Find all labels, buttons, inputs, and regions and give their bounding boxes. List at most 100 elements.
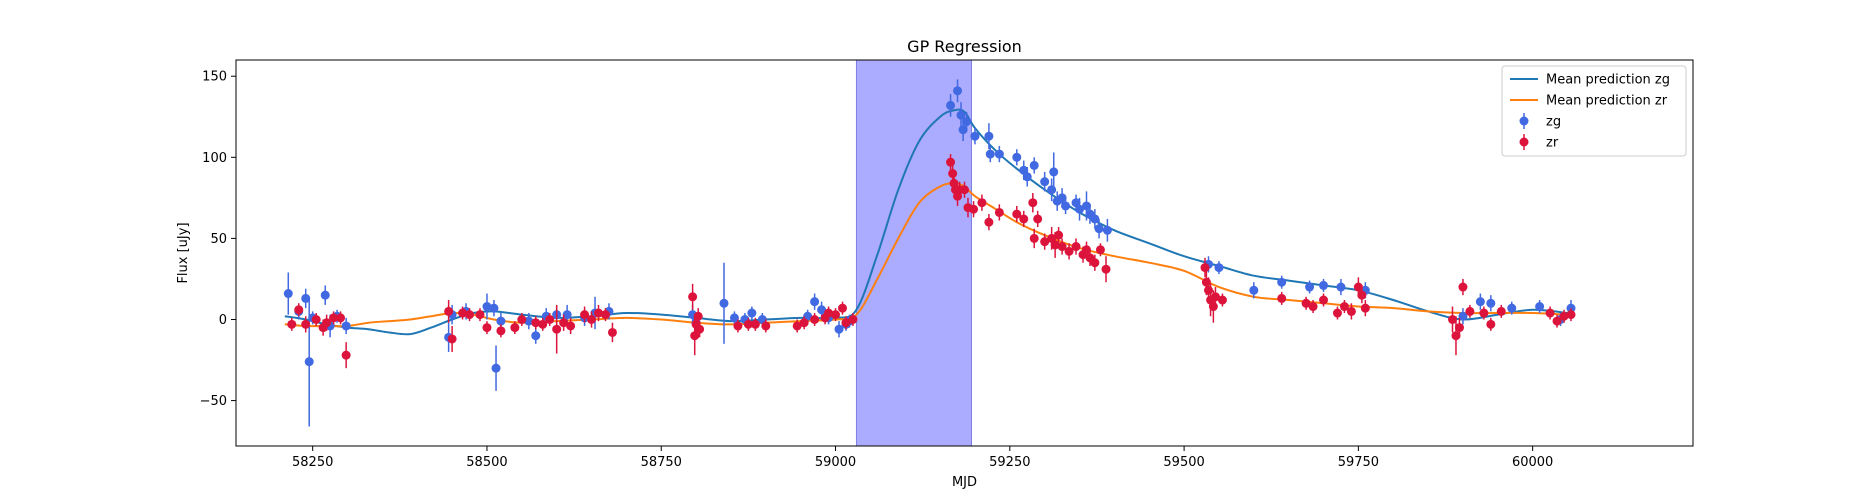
data-point-zg [1277,277,1287,287]
data-point-zg [1022,172,1032,182]
legend-box [1501,65,1687,157]
data-point-zg [1214,263,1224,273]
data-point-zr [1451,331,1461,341]
data-point-zr [566,321,576,331]
data-point-zr [465,310,475,320]
data-point-zr [688,292,698,302]
data-point-zr [695,324,705,334]
data-point-zg [489,303,499,313]
y-axis-title: Flux [uJy] [176,222,191,283]
data-point-zr [1353,282,1363,292]
x-tick-label: 59500 [1163,455,1204,470]
data-point-zr [1552,316,1562,326]
data-point-zr [607,327,617,337]
x-tick-label: 59250 [989,455,1030,470]
legend-label-mean-zg: Mean prediction zg [1546,73,1670,88]
data-point-zg [1049,167,1059,177]
data-point-zr [600,310,610,320]
data-point-zg [984,131,994,141]
data-point-zr [1210,292,1220,302]
data-point-zr [1479,308,1489,318]
data-point-zg [1319,280,1329,290]
data-point-zg [491,363,501,373]
data-point-zr [750,319,760,329]
data-point-zr [538,319,548,329]
data-point-zr [1308,302,1318,312]
data-point-zg [985,149,995,159]
data-point-zg [1061,201,1071,211]
data-point-zr [841,318,851,328]
x-tick-label: 58500 [466,455,507,470]
data-point-zr [1012,209,1022,219]
data-point-zr [799,318,809,328]
data-point-zg [1336,282,1346,292]
mean-prediction-line-zg [284,108,1568,336]
data-point-zr [1566,310,1576,320]
data-point-zg [1458,311,1468,321]
data-point-zr [1028,198,1038,208]
data-point-zg [301,293,311,303]
data-point-zg [946,100,956,110]
legend-marker [1519,137,1529,147]
data-point-zg [719,298,729,308]
data-point-zr [580,310,590,320]
data-point-zr [994,207,1004,217]
y-tick-label: 0 [219,313,227,328]
data-point-zr [545,314,555,324]
data-point-zr [1081,245,1091,255]
data-point-zr [1360,303,1370,313]
data-point-zr [1033,214,1043,224]
data-point-zr [1029,233,1039,243]
data-point-zr [1071,242,1081,252]
x-tick-label: 60000 [1512,455,1553,470]
data-point-zr [587,314,597,324]
data-point-zg [970,131,980,141]
legend-label-mean-zr: Mean prediction zr [1546,94,1668,109]
data-point-zr [960,185,969,195]
data-point-zr [693,311,703,321]
legend-label-zg: zg [1546,115,1561,130]
data-point-zr [1496,306,1506,316]
data-point-zg [1535,302,1545,312]
x-tick-label: 58750 [641,455,682,470]
data-point-zr [496,326,506,336]
y-tick-label: −50 [200,394,227,409]
data-point-zr [761,321,771,331]
data-point-zr [948,169,958,179]
data-point-zr [1201,277,1211,287]
data-point-zg [1249,285,1259,295]
data-point-zg [994,149,1004,159]
data-point-zr [831,310,841,320]
data-point-zr [743,319,753,329]
data-point-zr [1454,323,1464,333]
data-point-zr [1357,290,1367,300]
x-tick-label: 58250 [292,455,333,470]
data-point-zr [1090,258,1100,268]
chart-title: GP Regression [907,37,1022,56]
data-point-zr [594,308,604,318]
data-point-zr [294,305,304,315]
data-point-zr [311,314,321,324]
legend-marker [1519,116,1529,126]
shaded-region [855,59,972,447]
data-point-zr [552,324,562,334]
observation-points [283,79,1576,427]
data-point-zr [341,350,351,360]
data-point-zr [733,321,743,331]
data-point-zr [1277,293,1287,303]
data-point-zr [1040,237,1050,247]
data-point-zr [1064,246,1074,256]
x-tick-label: 59000 [815,455,856,470]
data-point-zg [496,316,506,326]
data-point-zg [1075,204,1085,214]
data-point-zr [984,217,994,227]
data-point-zg [1305,282,1315,292]
data-point-zr [1301,298,1311,308]
data-point-zg [1486,298,1496,308]
data-point-zr [848,314,858,324]
data-point-zg [810,297,820,307]
data-point-zr [322,318,332,328]
data-point-zr [1559,311,1569,321]
data-point-zg [1102,225,1112,235]
